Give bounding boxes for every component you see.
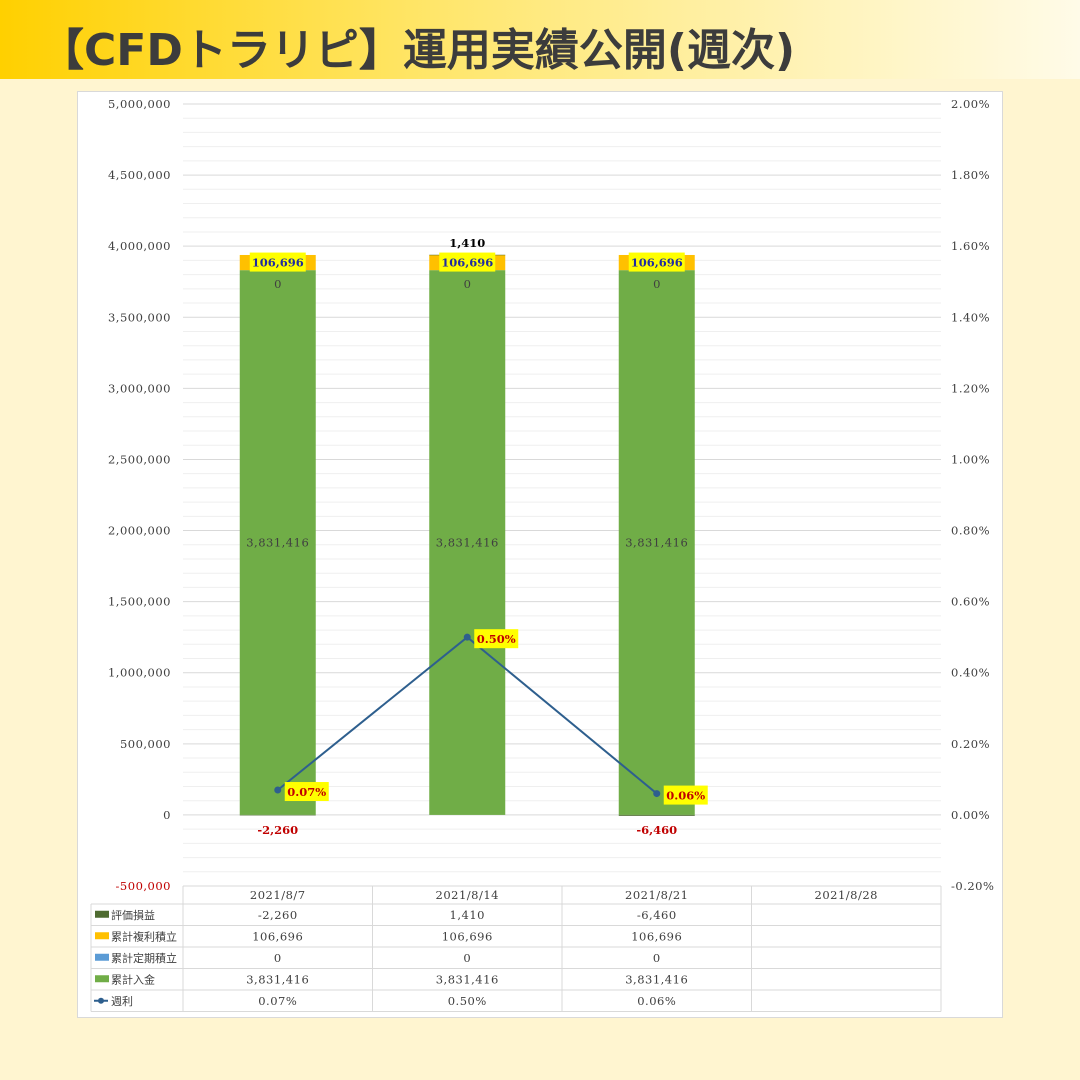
- table-cell: 0.06%: [637, 994, 676, 1008]
- right-axis-tick-label: -0.20%: [951, 879, 994, 893]
- label-deposit: 3,831,416: [436, 536, 499, 550]
- label-pl: -6,460: [636, 823, 677, 837]
- table-cell: 0: [463, 951, 471, 965]
- right-axis-tick-label: 0.80%: [951, 524, 990, 538]
- label-compound-box: [439, 252, 496, 272]
- table-cell: -6,460: [637, 908, 677, 922]
- left-axis-tick-label: -500,000: [116, 879, 171, 893]
- weekly-rate-point: [653, 790, 661, 798]
- table-row-label: 累計複利積立: [111, 929, 177, 943]
- label-fixed: 0: [653, 277, 660, 291]
- table-cell: 1,410: [450, 908, 485, 922]
- legend-key-swatch: [95, 910, 109, 918]
- legend-key-swatch: [95, 975, 109, 983]
- left-axis-tick-label: 5,000,000: [108, 97, 171, 111]
- title-banner: 【CFDトラリピ】運用実績公開(週次): [0, 0, 1080, 79]
- left-axis-tick-label: 3,500,000: [108, 310, 171, 324]
- left-axis-tick-label: 500,000: [120, 737, 171, 751]
- chart-svg: -500,000 0 500,000 1,000,000 1,500,000 2,000,…: [90, 97, 994, 1012]
- rate-label-box: [663, 785, 708, 805]
- left-axis-tick-label: 1,500,000: [108, 595, 171, 609]
- table-cell: -2,260: [258, 908, 298, 922]
- legend-key-swatch: [95, 953, 109, 961]
- bar-deposit: [618, 270, 695, 815]
- label-compound-box: [249, 252, 306, 272]
- weekly-rate-point: [274, 786, 282, 794]
- rate-label: 0.50%: [477, 632, 516, 646]
- right-axis-tick-label: 1.40%: [951, 310, 990, 324]
- label-pl: -2,260: [257, 823, 298, 837]
- right-axis-tick-label: 1.60%: [951, 239, 990, 253]
- label-deposit: 3,831,416: [246, 536, 309, 550]
- right-axis-tick-label: 1.20%: [951, 381, 990, 395]
- table-header-cell: 2021/8/21: [625, 888, 688, 902]
- table-row-label: 週利: [111, 995, 133, 1008]
- bar-pl: [618, 814, 695, 816]
- right-axis-tick-label: 0.00%: [951, 808, 990, 822]
- legend-key-swatch: [95, 932, 109, 940]
- label-fixed: 0: [464, 277, 471, 291]
- table-cell: 106,696: [252, 929, 303, 943]
- left-axis-tick-label: 0: [163, 808, 171, 822]
- table-cell: 106,696: [442, 929, 493, 943]
- right-axis-tick-label: 1.80%: [951, 168, 990, 182]
- label-compound: 106,696: [252, 256, 304, 270]
- label-pl: 1,410: [449, 236, 485, 250]
- table-cell: 0: [274, 951, 282, 965]
- left-axis-tick-label: 2,500,000: [108, 452, 171, 466]
- label-compound: 106,696: [631, 256, 683, 270]
- bar-pl: [239, 814, 316, 816]
- table-header-cell: 2021/8/28: [815, 888, 878, 902]
- table-header-cell: 2021/8/7: [250, 888, 306, 902]
- right-axis-tick-label: 1.00%: [951, 452, 990, 466]
- label-compound-box: [628, 252, 685, 272]
- left-axis-tick-label: 4,500,000: [108, 168, 171, 182]
- page-title: 【CFDトラリピ】運用実績公開(週次): [40, 25, 796, 76]
- weekly-rate-point: [463, 633, 471, 641]
- label-compound: 106,696: [441, 256, 493, 270]
- table-cell: 3,831,416: [246, 972, 309, 986]
- left-axis-tick-label: 3,000,000: [108, 381, 171, 395]
- table-row-label: 累計入金: [111, 972, 155, 986]
- rate-label-box: [284, 782, 329, 802]
- table-cell: 3,831,416: [625, 972, 688, 986]
- right-axis-tick-label: 0.60%: [951, 595, 990, 609]
- label-fixed: 0: [274, 277, 281, 291]
- rate-label: 0.06%: [666, 789, 705, 803]
- table-row-label: 累計定期積立: [111, 951, 177, 965]
- right-axis-tick-label: 0.40%: [951, 666, 990, 680]
- bar-deposit: [239, 270, 316, 815]
- table-cell: 0.07%: [258, 994, 297, 1008]
- legend-key-marker: [98, 997, 104, 1004]
- table-header-cell: 2021/8/14: [436, 888, 499, 902]
- left-axis-tick-label: 1,000,000: [108, 666, 171, 680]
- rate-label-box: [474, 629, 519, 649]
- table-row-label: 評価損益: [111, 908, 155, 922]
- right-axis-tick-label: 2.00%: [951, 97, 990, 111]
- rate-label: 0.07%: [287, 785, 326, 799]
- table-cell: 106,696: [631, 929, 682, 943]
- left-axis-tick-label: 2,000,000: [108, 524, 171, 538]
- table-cell: 3,831,416: [436, 972, 499, 986]
- chart-panel: -500,000 0 500,000 1,000,000 1,500,000 2,000,…: [77, 91, 1003, 1018]
- left-axis-tick-label: 4,000,000: [108, 239, 171, 253]
- right-axis-tick-label: 0.20%: [951, 737, 990, 751]
- label-deposit: 3,831,416: [625, 536, 688, 550]
- table-cell: 0.50%: [448, 994, 487, 1008]
- table-cell: 0: [653, 951, 661, 965]
- bar-deposit: [429, 270, 506, 815]
